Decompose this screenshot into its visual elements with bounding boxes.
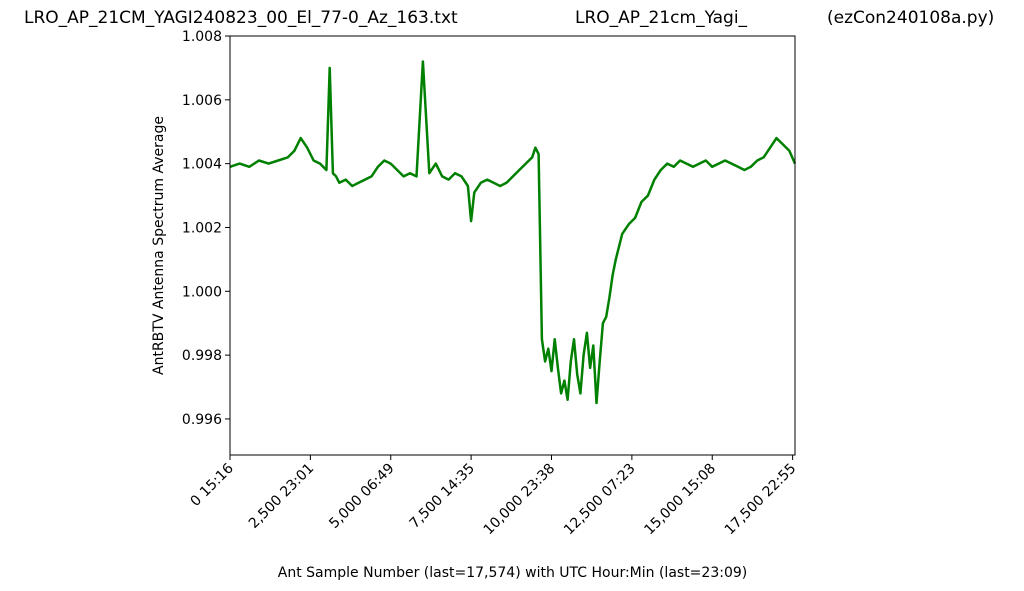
x-axis: 0 15:16 2,500 23:01 5,000 06:49 7,500 14:35… bbox=[188, 455, 800, 539]
y-tick-label: 1.002 bbox=[182, 220, 222, 236]
y-axis-label: AntRBTV Antenna Spectrum Average bbox=[151, 116, 167, 375]
x-tick-label: 7,500 14:35 bbox=[407, 461, 478, 532]
y-tick-label: 0.996 bbox=[182, 412, 222, 428]
series-line-0 bbox=[229, 60, 797, 405]
y-axis: 0.996 0.998 1.000 1.002 1.004 1.006 1.008 bbox=[182, 29, 230, 428]
script-title: (ezCon240108a.py) bbox=[827, 8, 995, 28]
file-title: LRO_AP_21CM_YAGI240823_00_El_77-0_Az_163… bbox=[24, 8, 458, 28]
x-tick-label: 10,000 23:38 bbox=[481, 461, 559, 539]
x-tick-label: 0 15:16 bbox=[188, 460, 237, 509]
x-axis-label: Ant Sample Number (last=17,574) with UTC… bbox=[278, 565, 747, 581]
y-tick-label: 1.006 bbox=[182, 93, 222, 109]
y-tick-label: 1.004 bbox=[182, 157, 222, 173]
plot-series bbox=[229, 60, 797, 405]
x-tick-label: 17,500 22:55 bbox=[722, 461, 800, 539]
y-tick-label: 1.008 bbox=[182, 29, 222, 45]
x-tick-label: 15,000 15:08 bbox=[641, 461, 719, 539]
y-tick-label: 1.000 bbox=[182, 284, 222, 300]
x-tick-label: 12,500 07:23 bbox=[561, 461, 639, 539]
plot-frame bbox=[229, 35, 796, 456]
x-tick-label: 5,000 06:49 bbox=[326, 461, 397, 532]
x-tick-label: 2,500 23:01 bbox=[246, 461, 317, 532]
y-tick-label: 0.998 bbox=[182, 348, 222, 364]
antenna-title: LRO_AP_21cm_Yagi_ bbox=[575, 8, 748, 28]
